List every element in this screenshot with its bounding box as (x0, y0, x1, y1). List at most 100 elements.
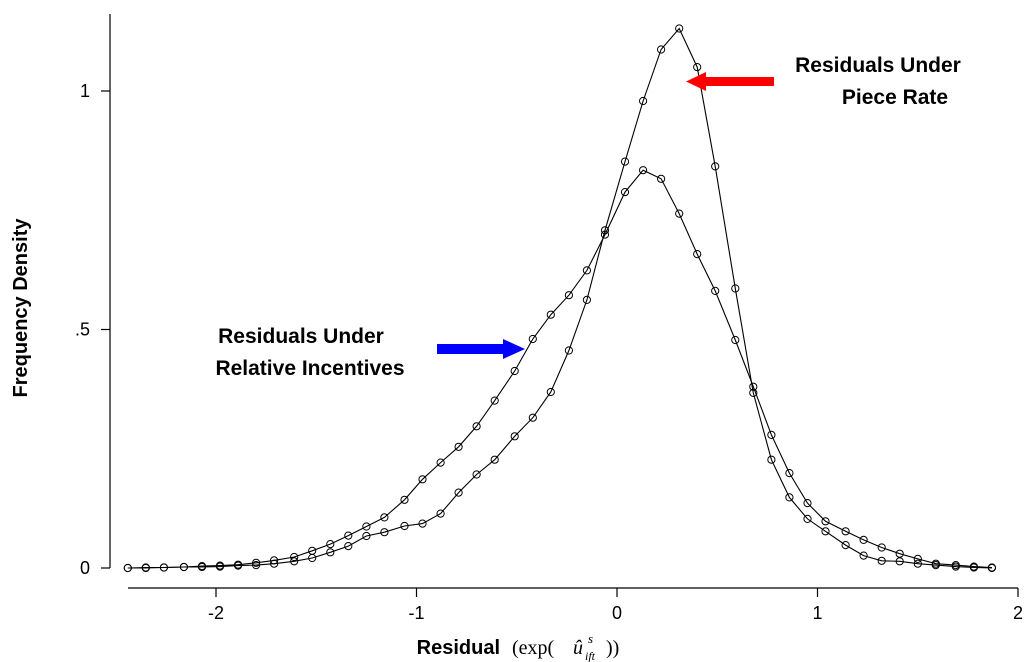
series-0-point (472, 422, 481, 431)
x-tick-label: 2 (1013, 603, 1023, 623)
series-0-point (510, 366, 519, 376)
series-1-point (344, 542, 353, 551)
series-0-point (400, 495, 409, 504)
x-axis-math-symbol: û (573, 637, 583, 659)
series-0-point (528, 334, 537, 344)
series-1-point (711, 162, 720, 171)
series-1-point (546, 387, 555, 397)
series-1-point (841, 541, 850, 550)
y-tick-label: 1 (80, 81, 90, 101)
annotation-relative-incentives: Residuals Under Relative Incentives (215, 325, 525, 380)
blue-arrow (437, 339, 525, 359)
series-1-point (326, 548, 335, 557)
series-0-point (620, 188, 630, 197)
plot-points (123, 24, 997, 573)
series-1-point (931, 561, 940, 570)
series-1-point (472, 470, 481, 479)
series-0-point (344, 531, 353, 540)
series-0-point (600, 230, 610, 239)
series-1-point (141, 563, 150, 572)
series-1-point (693, 63, 702, 72)
series-1-point (436, 509, 445, 518)
series-1-point (123, 563, 132, 573)
series-1-point (454, 488, 463, 497)
series-1-line (127, 27, 992, 569)
y-tick-label: 0 (80, 558, 90, 578)
series-1-point (252, 561, 261, 570)
series-1-point (859, 551, 868, 560)
series-1-point (639, 96, 648, 106)
x-tick-label: -1 (408, 603, 424, 623)
plot-lines (127, 27, 992, 569)
annotation-relative-incentives-line2: Relative Incentives (215, 357, 404, 380)
series-0-point (731, 335, 740, 345)
series-1-point (969, 563, 979, 572)
series-1-point (528, 413, 537, 422)
series-1-point (821, 527, 830, 536)
series-0-point (326, 540, 335, 549)
series-1-point (290, 557, 299, 566)
x-ticks: -2 -1 0 1 2 (208, 588, 1023, 623)
series-0-point (490, 396, 499, 405)
series-0-point (711, 286, 720, 295)
series-1-point (380, 528, 389, 537)
series-0-point (657, 174, 666, 183)
series-1-point (159, 563, 168, 572)
series-0-point (675, 209, 684, 218)
series-1-point (913, 559, 922, 568)
series-0-point (252, 558, 261, 567)
series-1-point (564, 346, 574, 355)
series-1-point (582, 295, 592, 304)
series-0-point (877, 543, 886, 552)
series-1-point (490, 455, 499, 464)
series-0-point (785, 469, 794, 478)
x-tick-label: -2 (208, 603, 224, 623)
series-0-point (859, 535, 868, 545)
series-0-point (582, 266, 592, 275)
series-1-point (951, 562, 960, 571)
series-1-point (749, 388, 758, 397)
series-1-point (877, 556, 886, 565)
series-1-point (362, 531, 371, 541)
series-0-point (693, 250, 702, 259)
annotation-piece-rate: Residuals Under Piece Rate (686, 54, 961, 109)
series-0-point (564, 291, 574, 300)
series-1-point (197, 562, 207, 572)
y-ticks: 0.51 (75, 81, 110, 578)
series-0-point (639, 166, 648, 175)
series-1-point (767, 455, 776, 464)
series-1-point (510, 432, 519, 441)
series-1-point (620, 157, 630, 166)
series-0-point (913, 554, 922, 564)
x-axis-title: Residual (exp( û s ift )) (417, 631, 620, 662)
series-0-point (821, 517, 830, 526)
x-axis-math-open: (exp( (512, 637, 555, 659)
series-1-point (803, 514, 812, 524)
series-1-point (600, 226, 610, 235)
annotation-piece-rate-line1: Residuals Under (795, 54, 961, 77)
series-0-point (290, 552, 299, 562)
series-1-point (270, 559, 279, 568)
series-0-point (803, 499, 812, 508)
series-1-point (657, 45, 666, 54)
series-0-point (418, 475, 427, 484)
series-1-point (785, 493, 794, 502)
series-1-point (675, 24, 684, 33)
x-axis-math-superscript: s (588, 631, 593, 646)
series-0-point (749, 382, 758, 391)
series-0-point (841, 527, 850, 536)
x-axis-math-subscript: ift (585, 649, 596, 662)
x-axis-title-text: Residual (417, 637, 500, 659)
series-0-point (362, 522, 371, 531)
x-tick-label: 1 (812, 603, 822, 623)
series-1-point (418, 519, 427, 528)
series-1-point (179, 562, 188, 572)
series-0-point (767, 430, 776, 439)
series-0-point (380, 513, 389, 522)
series-1-point (731, 284, 740, 293)
series-0-point (454, 442, 463, 451)
series-1-point (987, 563, 997, 573)
annotation-piece-rate-line2: Piece Rate (842, 86, 948, 109)
y-tick-label: .5 (75, 320, 90, 340)
